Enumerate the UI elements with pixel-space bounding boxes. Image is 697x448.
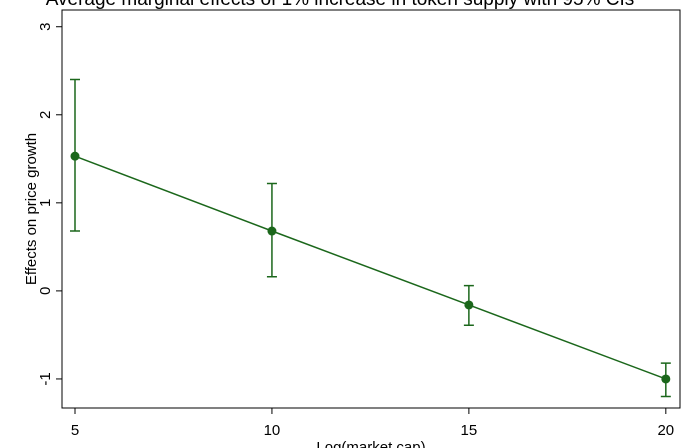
point xyxy=(267,226,277,236)
point xyxy=(70,151,80,161)
x-tick-label: 10 xyxy=(264,422,281,439)
y-tick-label: -1 xyxy=(37,372,54,385)
x-tick-label: 15 xyxy=(461,422,478,439)
x-tick-label: 5 xyxy=(71,422,79,439)
point xyxy=(464,300,474,310)
plot-frame xyxy=(61,9,681,409)
x-tick-label: 20 xyxy=(657,422,674,439)
y-tick-label: 1 xyxy=(37,199,54,207)
y-tick-label: 3 xyxy=(37,23,54,31)
y-tick-label: 0 xyxy=(37,287,54,295)
y-axis-title: Effects on price growth xyxy=(23,133,40,285)
series-line xyxy=(74,155,667,380)
chart-title: Average marginal effects of 1% increase … xyxy=(46,0,635,10)
point xyxy=(661,374,671,384)
y-tick-label: 2 xyxy=(37,111,54,119)
x-axis-title: Log(market cap) xyxy=(316,439,425,448)
